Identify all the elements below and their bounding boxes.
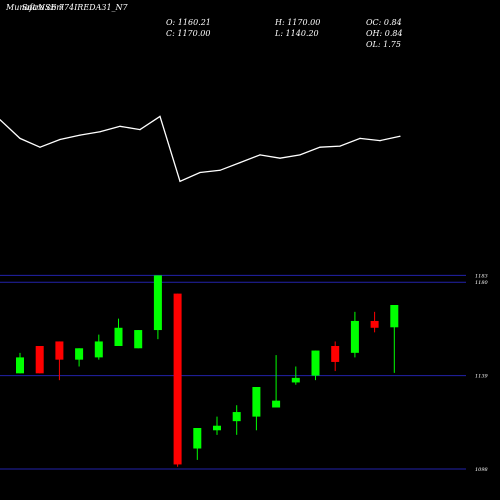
candle-body-up (213, 425, 221, 431)
reference-label-1098: 1098 (475, 467, 488, 473)
header-prefix: Munafa (6, 3, 37, 12)
line-point (399, 135, 401, 137)
candle-body-up (153, 275, 162, 331)
line-point (279, 157, 281, 159)
candle-body-up (134, 330, 143, 349)
line-series (0, 115, 401, 183)
stat-close: C: 1170.00 (166, 29, 211, 38)
stat-open: O: 1160.21 (166, 18, 211, 27)
candle-body-up (311, 350, 320, 376)
line-point (119, 125, 121, 127)
reference-label-1183: 1183 (475, 273, 488, 279)
candle-body-up (16, 357, 24, 374)
header-symbol: NSE 774IREDA31_N7 (38, 3, 128, 12)
candle-body-down (55, 341, 64, 360)
candle-body-up (193, 428, 202, 449)
line-point (0, 119, 1, 121)
candle-body-up (291, 377, 300, 383)
candle-body-down (35, 346, 44, 374)
stat-oc: OC: 0.84 (366, 18, 402, 27)
candle-body-up (232, 412, 241, 422)
stat-high: H: 1170.00 (275, 18, 321, 27)
line-point (319, 146, 321, 148)
line-point (179, 180, 181, 182)
candle-body-down (331, 346, 340, 362)
header-site: Sutra.com (22, 3, 64, 12)
line-point (59, 138, 61, 141)
candle-body-down (173, 293, 182, 465)
candle-body-up (350, 320, 359, 353)
candle-body-up (114, 327, 123, 346)
line-point (219, 169, 221, 171)
line-point (299, 154, 301, 156)
line-series-path (0, 115, 401, 183)
candle-body-up (252, 387, 261, 417)
reference-label-1139: 1139 (475, 374, 489, 380)
line-point (139, 129, 141, 131)
line-point (239, 162, 241, 164)
stat-ol: OL: 1.75 (366, 40, 401, 49)
line-point (259, 154, 261, 156)
stat-oh: OH: 0.84 (366, 29, 403, 38)
line-point (379, 140, 381, 142)
line-point (79, 134, 81, 136)
line-point (19, 137, 21, 139)
line-point (39, 146, 41, 148)
candle-body-up (272, 400, 281, 408)
line-point (359, 137, 361, 139)
line-point (199, 171, 201, 174)
line-point (99, 131, 101, 133)
candle-body-up (75, 348, 84, 360)
reference-label-1180: 1180 (475, 280, 489, 286)
line-point (339, 145, 341, 147)
candlestick-series (16, 275, 399, 467)
stat-low: L: 1140.20 (275, 29, 319, 38)
line-point (159, 115, 161, 117)
candle-body-up (390, 305, 399, 328)
candle-body-up (94, 341, 103, 358)
candle-body-down (370, 320, 379, 328)
